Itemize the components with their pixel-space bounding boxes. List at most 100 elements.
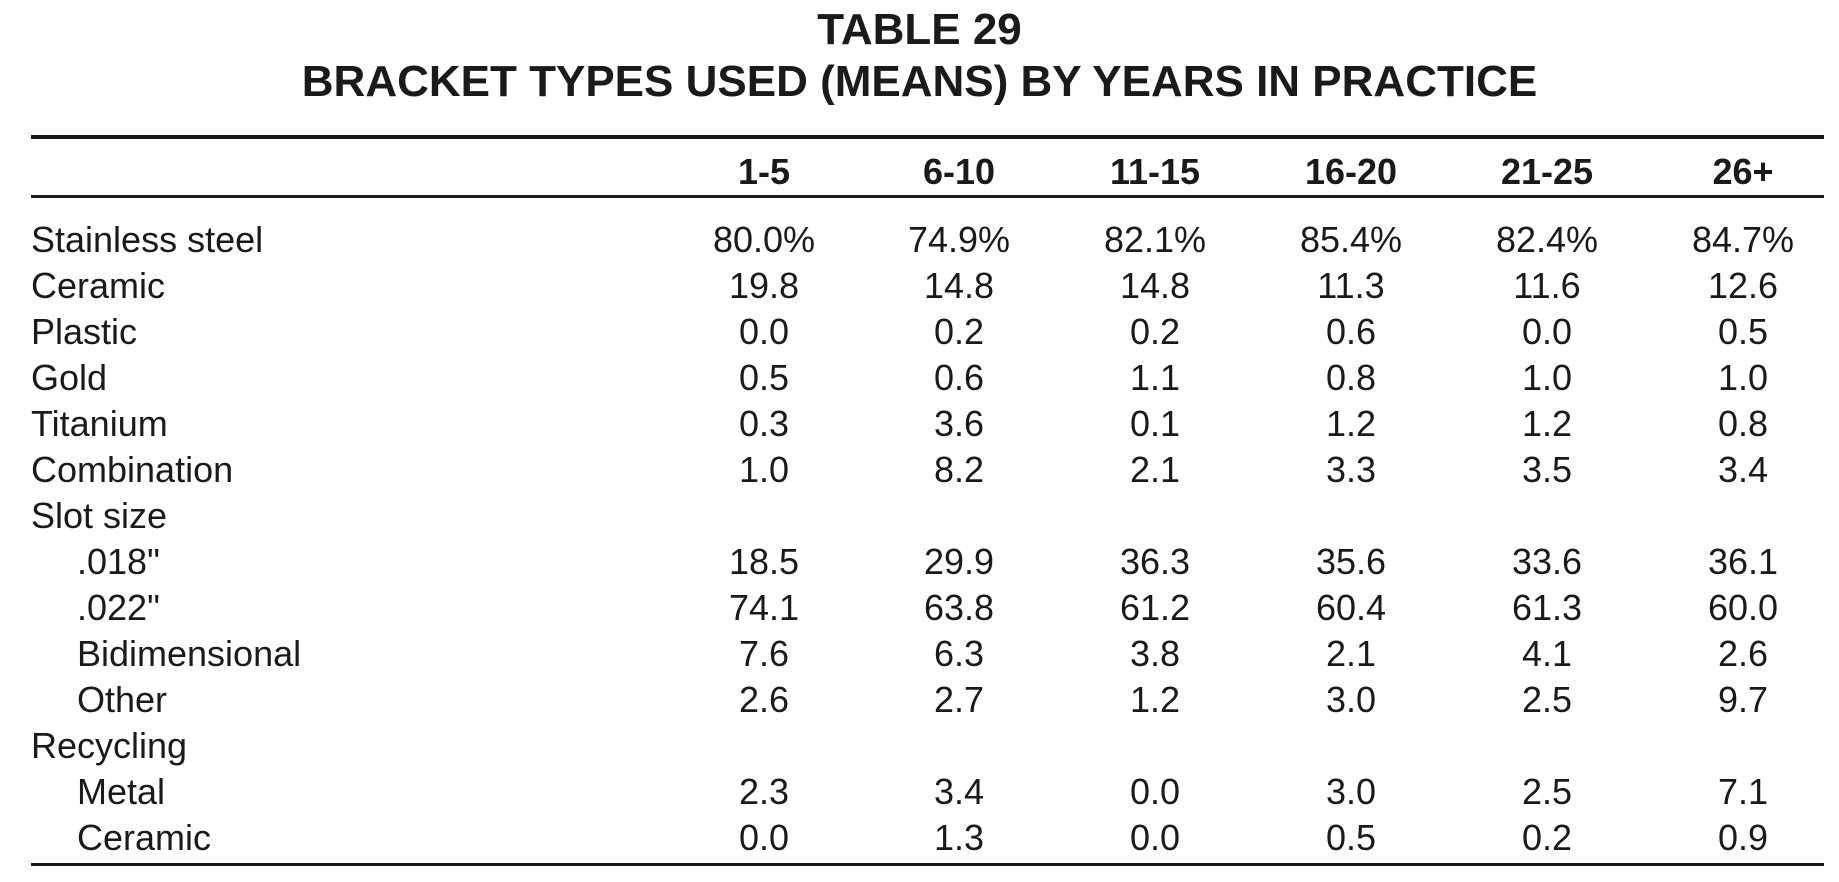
- row-label: Stainless steel: [31, 219, 264, 260]
- table-cell: 4.1: [1521, 633, 1573, 674]
- table-cell: 60.0: [1707, 587, 1779, 628]
- row-label: Slot size: [31, 495, 168, 536]
- table-cell: 7.6: [738, 633, 790, 674]
- table-cell: 19.8: [728, 265, 800, 306]
- table-cell: 1.2: [1325, 403, 1377, 444]
- table-cell: 1.3: [933, 817, 985, 858]
- top-rule: [31, 135, 1824, 139]
- table-cell: 3.4: [1717, 449, 1769, 490]
- table-cell: 18.5: [728, 541, 800, 582]
- column-header: 1-5: [737, 151, 791, 192]
- table-cell: 36.3: [1119, 541, 1191, 582]
- table-cell: 63.8: [923, 587, 995, 628]
- table-cell: 3.0: [1325, 679, 1377, 720]
- table-cell: 0.2: [1521, 817, 1573, 858]
- table-body: Stainless steel 80.0% 74.9% 82.1% 85.4% 82.4%…: [31, 217, 1824, 861]
- table-cell: 0.0: [738, 817, 790, 858]
- table-row: Slot size: [31, 493, 1824, 539]
- row-label: Gold: [31, 357, 108, 398]
- table-cell: 82.4%: [1495, 219, 1599, 260]
- table-cell: 0.9: [1717, 817, 1769, 858]
- table-cell: 3.6: [933, 403, 985, 444]
- row-label: .018": [77, 541, 160, 582]
- table-cell: 0.0: [1521, 311, 1573, 352]
- table-row: Gold 0.5 0.6 1.1 0.8 1.0 1.0: [31, 355, 1824, 401]
- table-cell: 7.1: [1717, 771, 1769, 812]
- table-cell: 1.2: [1521, 403, 1573, 444]
- table-row: Stainless steel 80.0% 74.9% 82.1% 85.4% 82.4%…: [31, 217, 1824, 263]
- table-cell: 0.0: [738, 311, 790, 352]
- table-cell: 0.8: [1717, 403, 1769, 444]
- table-cell: 0.3: [738, 403, 790, 444]
- row-label: Bidimensional: [77, 633, 302, 674]
- table-cell: 3.3: [1325, 449, 1377, 490]
- table-cell: 2.3: [738, 771, 790, 812]
- table-cell: 2.5: [1521, 679, 1573, 720]
- table-cell: 0.8: [1325, 357, 1377, 398]
- table-row: Titanium 0.3 3.6 0.1 1.2 1.2 0.8: [31, 401, 1824, 447]
- table-row: Recycling: [31, 723, 1824, 769]
- row-label: Plastic: [31, 311, 138, 352]
- table-number: TABLE 29: [817, 5, 1022, 54]
- table-row: Plastic 0.0 0.2 0.2 0.6 0.0 0.5: [31, 309, 1824, 355]
- table-cell: 1.0: [1717, 357, 1769, 398]
- row-label: Other: [77, 679, 168, 720]
- table-cell: 60.4: [1315, 587, 1387, 628]
- table-cell: 2.5: [1521, 771, 1573, 812]
- table-cell: 0.6: [933, 357, 985, 398]
- row-label: .022": [77, 587, 160, 628]
- table-cell: 9.7: [1717, 679, 1769, 720]
- table-row: .018" 18.5 29.9 36.3 35.6 33.6 36.1: [31, 539, 1824, 585]
- table-cell: 11.3: [1317, 265, 1385, 306]
- column-header: 11-15: [1109, 151, 1201, 192]
- table-cell: 3.5: [1521, 449, 1573, 490]
- header-rule: [31, 195, 1824, 198]
- table-cell: 11.6: [1513, 265, 1581, 306]
- row-label: Ceramic: [31, 265, 166, 306]
- table-cell: 0.6: [1325, 311, 1377, 352]
- table-cell: 0.2: [933, 311, 985, 352]
- table-cell: 33.6: [1511, 541, 1583, 582]
- table-cell: 61.3: [1511, 587, 1583, 628]
- column-header-row: 1-5 6-10 11-15 16-20 21-25 26+: [31, 149, 1824, 195]
- table-row: Combination 1.0 8.2 2.1 3.3 3.5 3.4: [31, 447, 1824, 493]
- table-row: .022" 74.1 63.8 61.2 60.4 61.3 60.0: [31, 585, 1824, 631]
- table-cell: 3.8: [1129, 633, 1181, 674]
- table-cell: 3.4: [933, 771, 985, 812]
- table-cell: 84.7%: [1691, 219, 1795, 260]
- table-cell: 2.6: [1717, 633, 1769, 674]
- table-row: Metal 2.3 3.4 0.0 3.0 2.5 7.1: [31, 769, 1824, 815]
- table-cell: 0.5: [1717, 311, 1769, 352]
- table-cell: 1.0: [1521, 357, 1573, 398]
- column-header: 6-10: [922, 151, 996, 192]
- table-cell: 14.8: [1119, 265, 1191, 306]
- table-cell: 2.1: [1325, 633, 1377, 674]
- table-cell: 3.0: [1325, 771, 1377, 812]
- table-cell: 80.0%: [712, 219, 816, 260]
- table-cell: 8.2: [933, 449, 985, 490]
- table-cell: 12.6: [1707, 265, 1779, 306]
- table-caption: BRACKET TYPES USED (MEANS) BY YEARS IN P…: [301, 57, 1538, 106]
- table-cell: 14.8: [923, 265, 995, 306]
- table-cell: 0.2: [1129, 311, 1181, 352]
- table-cell: 74.9%: [907, 219, 1011, 260]
- table-cell: 36.1: [1707, 541, 1779, 582]
- table-row: Ceramic 19.8 14.8 14.8 11.3 11.6 12.6: [31, 263, 1824, 309]
- table-cell: 0.5: [1325, 817, 1377, 858]
- row-label: Recycling: [31, 725, 188, 766]
- table-cell: 29.9: [923, 541, 995, 582]
- table-cell: 2.7: [933, 679, 985, 720]
- table-cell: 0.5: [738, 357, 790, 398]
- table-cell: 35.6: [1315, 541, 1387, 582]
- table-cell: 61.2: [1119, 587, 1191, 628]
- row-label: Metal: [77, 771, 166, 812]
- table-cell: 0.0: [1129, 771, 1181, 812]
- table-cell: 85.4%: [1299, 219, 1403, 260]
- column-header: 21-25: [1500, 151, 1594, 192]
- table-cell: 0.0: [1129, 817, 1181, 858]
- table-row: Bidimensional 7.6 6.3 3.8 2.1 4.1 2.6: [31, 631, 1824, 677]
- table-cell: 2.6: [738, 679, 790, 720]
- table-cell: 2.1: [1129, 449, 1181, 490]
- row-label: Titanium: [31, 403, 168, 444]
- table-cell: 6.3: [933, 633, 985, 674]
